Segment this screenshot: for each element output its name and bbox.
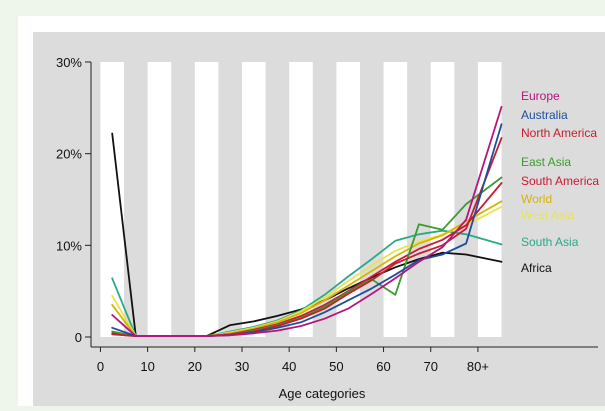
series-label: South Asia — [521, 235, 579, 249]
y-tick-label: 0 — [75, 330, 82, 345]
x-tick-label: 80+ — [467, 359, 489, 374]
series-label: South America — [521, 174, 599, 188]
age-band — [430, 62, 455, 337]
series-label: World — [521, 192, 552, 206]
x-tick-label: 70 — [423, 359, 437, 374]
series-label: East Asia — [521, 155, 571, 169]
x-tick-label: 30 — [235, 359, 249, 374]
age-band — [100, 62, 125, 337]
age-band — [194, 62, 219, 337]
age-band — [336, 62, 360, 337]
x-axis-title: Age categories — [279, 386, 366, 401]
age-band — [147, 62, 172, 337]
age-band — [477, 62, 502, 337]
x-tick-label: 10 — [140, 359, 154, 374]
x-tick-label: 40 — [282, 359, 296, 374]
axes: 0 10% 20% 30% 0 10 20 30 40 50 60 70 80+ — [56, 55, 598, 374]
chart-panel — [33, 32, 605, 406]
x-tick-label: 0 — [97, 359, 104, 374]
age-band — [241, 62, 266, 337]
series-lines — [111, 106, 503, 338]
series-labels: Europe Australia North America East Asia Sou… — [521, 89, 599, 275]
y-tick-label: 20% — [56, 147, 82, 162]
y-tick-label: 30% — [56, 55, 82, 70]
age-bands — [100, 62, 502, 337]
age-band — [289, 62, 313, 337]
series-label: Europe — [521, 89, 560, 103]
series-label: Africa — [521, 261, 552, 275]
x-tick-label: 60 — [376, 359, 390, 374]
x-tick-label: 20 — [188, 359, 202, 374]
series-label: West Asia — [521, 208, 574, 222]
y-tick-label: 10% — [56, 238, 82, 253]
series-label: Australia — [521, 108, 568, 122]
age-band — [383, 62, 408, 337]
series-line — [111, 106, 503, 338]
series-label: North America — [521, 126, 597, 140]
x-tick-label: 50 — [329, 359, 343, 374]
